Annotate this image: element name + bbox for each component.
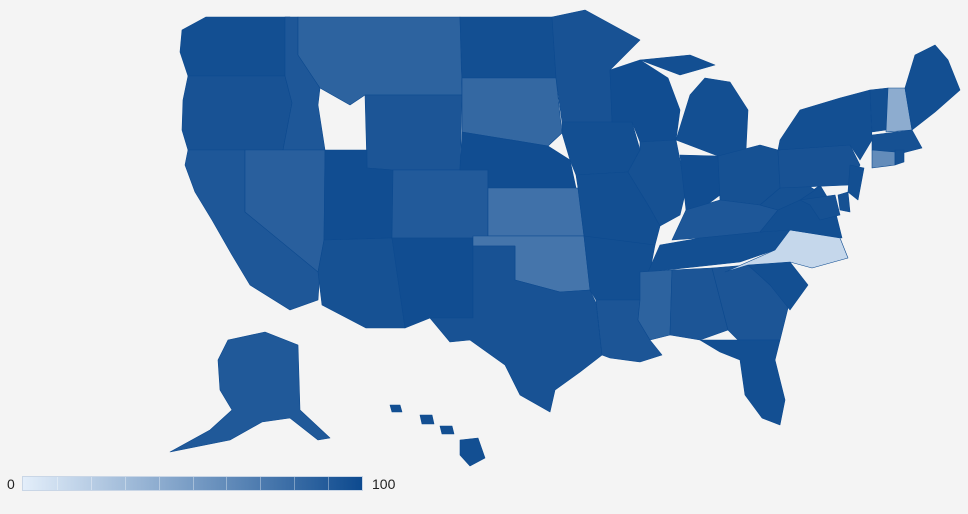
state-wy[interactable] <box>364 94 463 171</box>
legend-tick <box>56 477 58 490</box>
state-nj[interactable] <box>847 164 865 201</box>
state-nd[interactable] <box>459 16 557 79</box>
legend-tick <box>90 477 92 490</box>
legend-tick <box>294 477 296 490</box>
legend-tick <box>226 477 228 490</box>
state-ks[interactable] <box>487 187 585 237</box>
legend-tick <box>260 477 262 490</box>
state-vt[interactable] <box>869 87 889 133</box>
legend-tick <box>124 477 126 490</box>
state-pa[interactable] <box>777 144 861 189</box>
state-md[interactable] <box>799 194 841 221</box>
state-wa[interactable] <box>179 16 291 77</box>
state-ri[interactable] <box>894 149 905 166</box>
state-in[interactable] <box>679 154 721 211</box>
state-ct[interactable] <box>871 149 896 169</box>
state-nm[interactable] <box>391 237 474 329</box>
legend-max-label: 100 <box>372 476 396 492</box>
legend-tick <box>328 477 330 490</box>
state-ia[interactable] <box>561 121 641 176</box>
state-co[interactable] <box>391 169 489 239</box>
state-az[interactable] <box>317 237 406 329</box>
state-me[interactable] <box>904 44 961 131</box>
legend-tick <box>158 477 160 490</box>
state-il[interactable] <box>627 139 687 227</box>
state-mt[interactable] <box>297 16 463 106</box>
state-ma[interactable] <box>871 129 923 156</box>
state-hi[interactable] <box>389 404 486 467</box>
state-sd[interactable] <box>461 77 563 147</box>
color-scale-bar <box>22 476 363 491</box>
state-or[interactable] <box>181 75 293 151</box>
state-tx[interactable] <box>429 245 603 413</box>
state-de[interactable] <box>837 191 851 213</box>
state-al[interactable] <box>669 267 729 341</box>
state-ak[interactable] <box>169 331 331 453</box>
legend-min-label: 0 <box>7 476 15 492</box>
state-fl[interactable] <box>699 339 786 426</box>
legend-tick <box>192 477 194 490</box>
